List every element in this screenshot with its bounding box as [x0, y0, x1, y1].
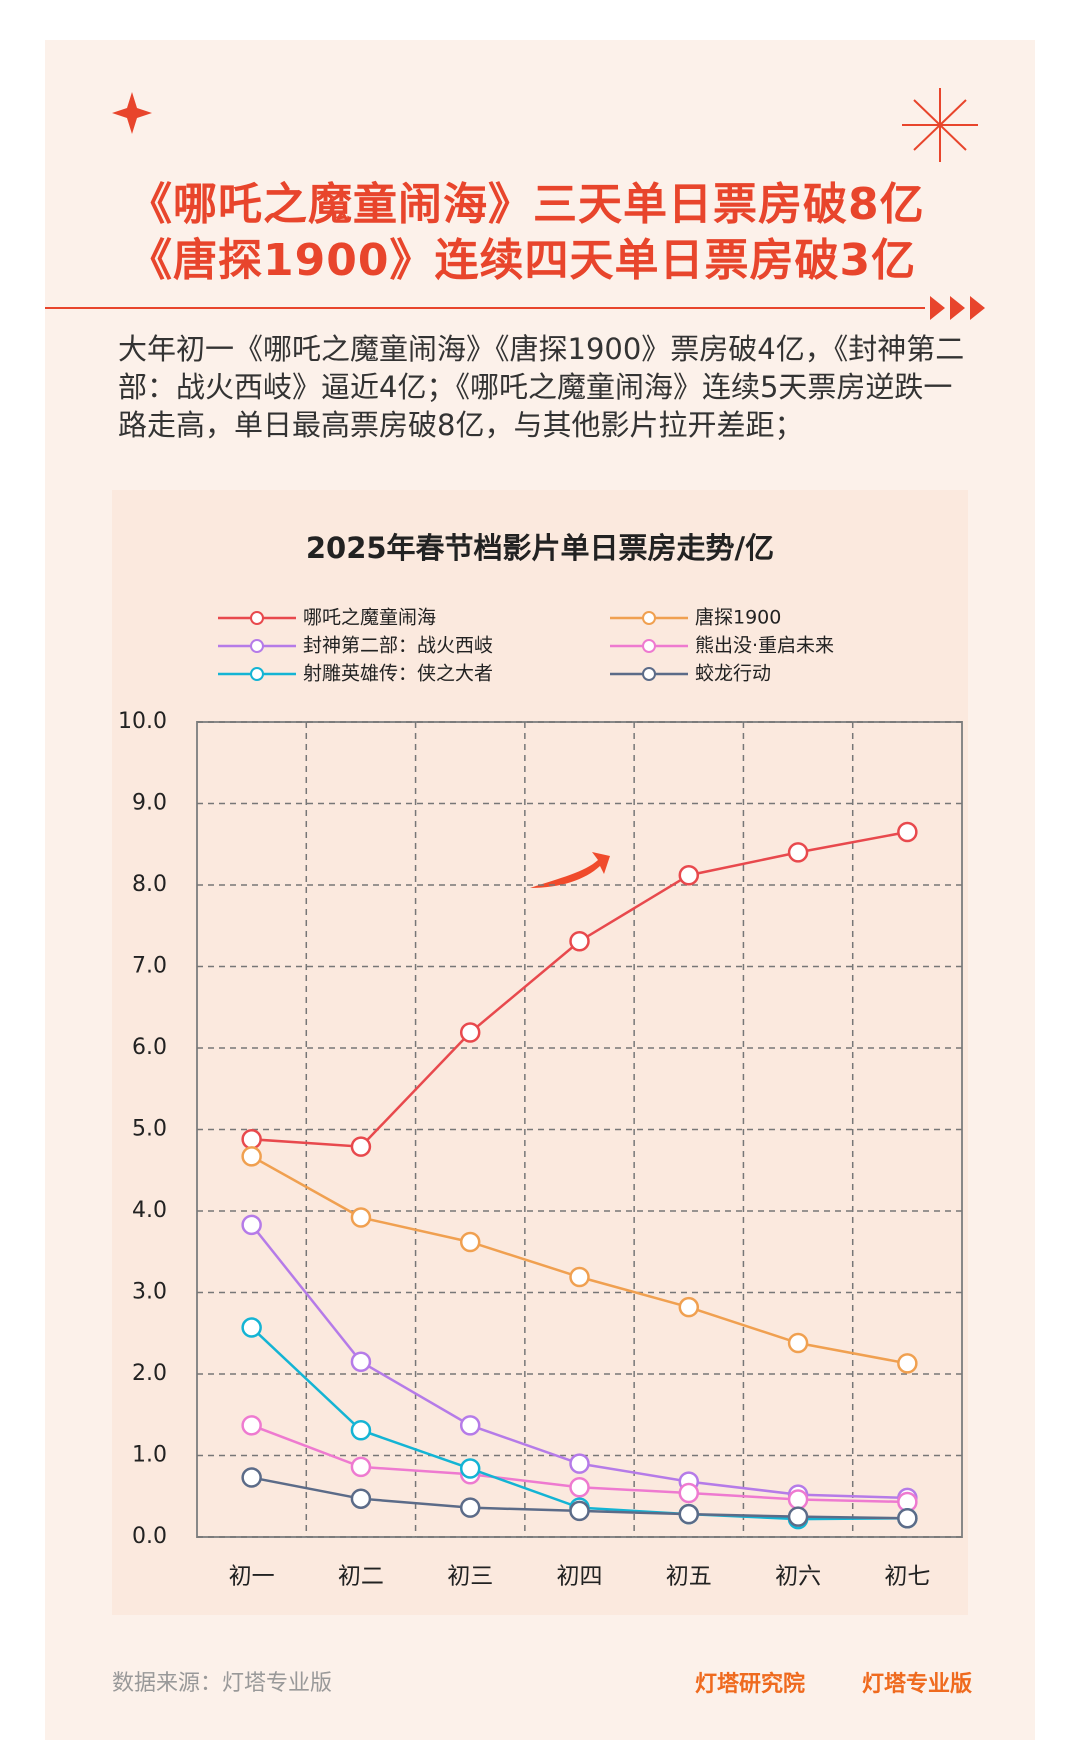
- data-point: [350, 1351, 372, 1373]
- legend-marker: [642, 611, 656, 625]
- y-tick-label: 0.0: [132, 1524, 167, 1549]
- x-tick-label: 初六: [775, 1564, 821, 1590]
- data-point: [350, 1207, 372, 1228]
- y-tick-label: 6.0: [132, 1035, 167, 1060]
- data-point: [787, 1332, 809, 1354]
- y-tick-label: 4.0: [132, 1198, 167, 1223]
- data-point: [897, 1508, 918, 1529]
- data-point: [678, 1482, 700, 1504]
- series-line: [251, 1155, 908, 1365]
- data-point: [350, 1136, 372, 1157]
- legend-label: 哪吒之魔童闹海: [303, 607, 436, 629]
- data-point: [569, 1453, 590, 1474]
- data-point: [897, 821, 918, 843]
- legend-marker: [642, 667, 656, 681]
- legend-label: 射雕英雄传：侠之大者: [303, 663, 493, 685]
- source: 数据来源：灯塔专业版: [112, 1671, 333, 1696]
- data-point: [241, 1415, 262, 1436]
- y-tick-label: 2.0: [132, 1361, 167, 1386]
- logo: 灯塔专业版: [862, 1672, 973, 1697]
- data-point: [459, 1458, 481, 1479]
- title-line: 《唐探1900》连续四天单日票房破3亿: [128, 235, 917, 286]
- logo: 灯塔研究院: [695, 1672, 806, 1697]
- legend-marker: [250, 611, 264, 625]
- trend-arrow: [530, 852, 610, 888]
- y-tick-label: 9.0: [132, 791, 167, 816]
- data-point: [787, 842, 809, 863]
- legend-label: 熊出没·重启未来: [695, 635, 834, 657]
- x-tick-label: 初一: [229, 1564, 275, 1590]
- data-point: [678, 1296, 700, 1318]
- y-tick-label: 10.0: [118, 709, 167, 734]
- data-point: [459, 1022, 481, 1043]
- data-point: [897, 1353, 918, 1374]
- data-point: [241, 1129, 262, 1150]
- data-point: [241, 1146, 262, 1167]
- data-point: [787, 1489, 809, 1510]
- data-point: [459, 1415, 481, 1436]
- y-tick-label: 7.0: [132, 954, 167, 979]
- legend-marker: [250, 639, 264, 653]
- data-point: [241, 1467, 262, 1488]
- y-tick-label: 3.0: [132, 1280, 167, 1305]
- legend-marker: [642, 639, 656, 653]
- x-tick-label: 初三: [447, 1564, 493, 1590]
- data-point: [350, 1419, 372, 1441]
- x-tick-label: 初七: [884, 1564, 930, 1590]
- y-tick-label: 8.0: [132, 872, 167, 897]
- data-point: [241, 1214, 262, 1236]
- firework: [902, 88, 978, 162]
- y-tick-label: 5.0: [132, 1117, 167, 1142]
- data-point: [241, 1317, 262, 1338]
- series-line: [251, 830, 908, 1148]
- legend-label: 唐探1900: [695, 607, 781, 629]
- legend-label: 蛟龙行动: [695, 663, 771, 685]
- data-point: [569, 1500, 590, 1522]
- divider-arrows: [930, 296, 985, 320]
- data-point: [569, 930, 590, 952]
- y-tick-label: 1.0: [132, 1443, 167, 1468]
- data-point: [569, 1266, 590, 1288]
- x-tick-label: 初五: [666, 1564, 712, 1590]
- data-point: [569, 1477, 590, 1498]
- legend-marker: [250, 667, 264, 681]
- legend-label: 封神第二部：战火西岐: [303, 635, 493, 657]
- data-point: [459, 1497, 481, 1518]
- chart-title: 2025年春节档影片单日票房走势/亿: [306, 531, 774, 565]
- data-point: [350, 1456, 372, 1478]
- x-tick-label: 初二: [338, 1564, 384, 1590]
- title-line: 《哪吒之魔童闹海》三天单日票房破8亿: [128, 179, 925, 230]
- data-point: [678, 864, 700, 886]
- x-tick-label: 初四: [557, 1564, 603, 1590]
- data-point: [459, 1231, 481, 1253]
- star: [112, 92, 152, 134]
- data-point: [350, 1488, 372, 1509]
- description: 大年初一《哪吒之魔童闹海》《唐探1900》票房破4亿，《封神第二部：战火西岐》逼…: [118, 332, 965, 442]
- data-point: [787, 1506, 809, 1527]
- data-point: [678, 1503, 700, 1525]
